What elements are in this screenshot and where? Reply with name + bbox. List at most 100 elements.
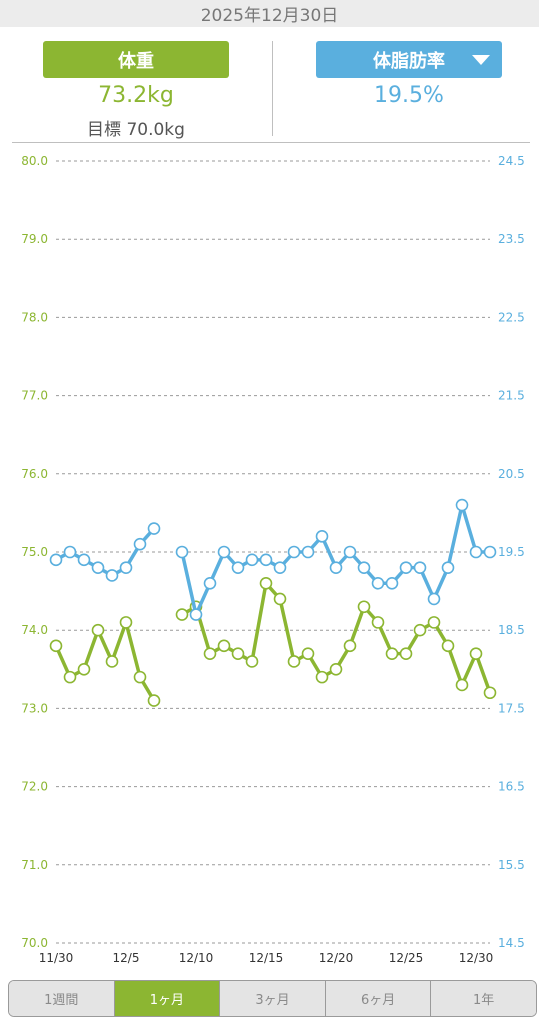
weight-data-point [441,639,455,653]
weight-data-point [315,670,329,684]
current-date: 2025年12月30日 [200,6,339,26]
fat-data-point [427,592,441,606]
right-axis-tick-label: 21.5 [498,389,525,403]
weight-data-point [105,655,119,668]
date-header: 2025年12月30日 [0,0,539,27]
left-axis-tick-label: 78.0 [21,310,48,324]
fat-data-point [147,522,161,535]
x-tick-label: 11/30 [39,951,74,965]
body-fat-dropdown[interactable]: 体脂肪率 [316,41,502,78]
weight-series-line [54,620,156,703]
weight-data-point [217,639,231,653]
right-axis-tick-label: 17.5 [498,701,525,715]
weight-data-point [203,647,217,660]
body-fat-dropdown-label: 体脂肪率 [373,50,445,72]
weight-data-point [231,647,245,660]
fat-data-point [217,545,231,559]
left-axis-tick-label: 70.0 [21,936,48,950]
weight-data-point [49,639,63,653]
fat-data-point [203,576,217,590]
weight-data-point [357,600,371,614]
weight-fat-chart: 80.0 24.5 79.0 23.5 78.0 22.5 77.0 21.5 76.0 20.5… [21,154,525,965]
weight-data-point [371,616,385,629]
x-tick-label: 12/10 [179,951,214,965]
weight-data-point [287,655,301,668]
summary-divider [272,41,273,136]
left-axis-tick-label: 76.0 [21,467,48,481]
weight-data-point [63,670,77,684]
body-fat-value: 19.5% [374,83,444,108]
weight-data-point [147,694,161,707]
right-axis-tick-label: 18.5 [498,623,525,637]
fat-data-point [287,545,301,559]
left-axis-tick-label: 79.0 [21,232,48,246]
weight-data-point [273,592,287,606]
fat-data-point [301,545,315,559]
x-tick-label: 12/5 [113,951,140,965]
left-axis-tick-label: 80.0 [21,154,48,168]
left-axis-tick-label: 77.0 [21,389,48,403]
x-tick-label: 12/20 [319,951,354,965]
tab-3-months[interactable]: 3ヶ月 [220,981,326,1016]
left-axis-tick-label: 75.0 [21,545,48,559]
tab-6-months[interactable]: 6ヶ月 [325,981,432,1016]
fat-data-point [455,498,469,512]
weight-data-point [385,647,399,660]
weight-data-point [343,639,357,653]
right-axis-tick-label: 20.5 [498,467,525,481]
weight-data-point [413,623,427,637]
weight-data-point [119,616,133,629]
fat-data-point [175,545,189,559]
weight-value: 73.2kg [98,83,174,108]
fat-data-point [77,553,91,567]
fat-data-point [469,545,483,559]
fat-data-point [273,561,287,574]
fat-data-point [413,561,427,574]
fat-data-point [259,553,273,567]
fat-data-point [91,561,105,574]
fat-data-point [483,545,497,559]
weight-data-point [329,662,343,676]
fat-data-point [343,545,357,559]
fat-data-point [231,561,245,574]
weight-data-point [91,623,105,637]
fat-data-point [119,561,133,574]
fat-data-point [133,537,147,551]
tab-1-year[interactable]: 1年 [431,981,536,1016]
right-axis-tick-label: 19.5 [498,545,525,559]
chevron-down-icon [472,55,490,65]
tab-1-week[interactable]: 1週間 [9,981,115,1016]
left-axis-tick-label: 72.0 [21,780,48,794]
fat-data-point [371,576,385,590]
fat-data-point [245,553,259,567]
fat-series-line [180,503,492,617]
fat-data-point [63,545,77,559]
weight-data-point [245,655,259,668]
summary-panel: 体重 73.2kg 目標 70.0kg 体脂肪率 19.5% [0,27,539,143]
weight-button[interactable]: 体重 [43,41,229,78]
weight-data-point [301,647,315,660]
right-axis-tick-label: 22.5 [498,310,525,324]
weight-series-line [180,581,492,695]
weight-data-point [77,662,91,676]
right-axis-tick-label: 14.5 [498,936,525,950]
weight-data-point [469,647,483,660]
weight-data-point [399,647,413,660]
fat-data-point [385,576,399,590]
fat-data-point [357,561,371,574]
weight-data-point [455,678,469,692]
x-tick-label: 12/25 [389,951,424,965]
x-tick-label: 12/30 [459,951,494,965]
right-axis-tick-label: 23.5 [498,232,525,246]
summary-bottom-divider [12,142,530,143]
left-axis-tick-label: 71.0 [21,858,48,872]
x-tick-label: 12/15 [249,951,284,965]
tab-1-month[interactable]: 1ヶ月 [114,981,221,1016]
weight-data-point [483,686,497,700]
fat-data-point [329,561,343,574]
fat-data-point [441,561,455,574]
weight-data-point [259,576,273,590]
fat-data-point [49,553,63,567]
range-tabs: 1週間 1ヶ月 3ヶ月 6ヶ月 1年 [8,980,537,1017]
fat-data-point [105,569,119,582]
